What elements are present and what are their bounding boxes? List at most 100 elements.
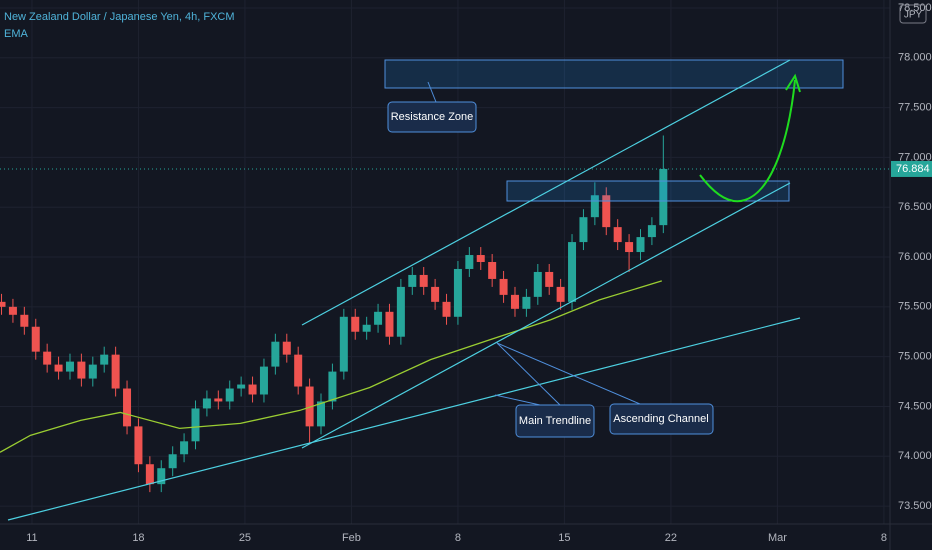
candle-body [533, 271, 542, 297]
candle-body [145, 464, 154, 485]
candle-body [111, 354, 120, 389]
candle-body [134, 426, 143, 465]
candle-body [385, 311, 394, 337]
candle-body [396, 286, 405, 337]
candle-body [556, 286, 565, 302]
x-tick-label: Feb [342, 532, 361, 544]
candle-body [8, 306, 17, 315]
candle-body [476, 255, 485, 262]
candle-body [339, 316, 348, 372]
resistance-zone-box [384, 59, 844, 89]
channel-upper [301, 59, 791, 326]
callout-line [496, 342, 561, 406]
callout-line [496, 342, 641, 405]
candle-body [590, 195, 599, 218]
candle-body [43, 351, 52, 365]
candle-body [237, 384, 246, 389]
annotation: Ascending Channel [613, 413, 708, 425]
candle-body [31, 326, 40, 352]
candle-body [431, 286, 440, 302]
callout-line [427, 81, 437, 103]
y-tick-label: 76.500 [898, 201, 932, 213]
axes: 73.500 74.000 74.500 75.000 75.500 76.000 76.5… [26, 2, 932, 544]
candle-body [659, 168, 668, 226]
y-tick-label: 76.000 [898, 251, 932, 263]
callout-line [494, 394, 541, 406]
x-tick-label: 25 [239, 532, 251, 544]
x-tick-label: 15 [558, 532, 570, 544]
drawings: Resistance Zone Main Trendline Ascending… [7, 59, 844, 521]
grid [0, 0, 890, 524]
projection-arrow [699, 79, 796, 203]
candle-body [328, 371, 337, 402]
y-tick-label: 74.500 [898, 400, 932, 412]
x-tick-label: Mar [768, 532, 787, 544]
y-tick-label: 78.000 [898, 52, 932, 64]
candle-body [214, 398, 223, 402]
y-tick-label: 75.000 [898, 351, 932, 363]
candle-body [522, 296, 531, 309]
candle-body [374, 311, 383, 325]
candle-body [88, 364, 97, 379]
chart-title: New Zealand Dollar / Japanese Yen, 4h, F… [4, 11, 235, 23]
last-price-label: 76.884 [896, 163, 930, 175]
candle-body [0, 301, 6, 307]
candle-body [225, 388, 234, 402]
candle-body [568, 242, 577, 302]
candle-body [510, 294, 519, 309]
y-tick-label: 74.000 [898, 450, 932, 462]
candle-body [282, 341, 291, 355]
candle-body [579, 217, 588, 243]
candle-body [613, 227, 622, 243]
candle-body [625, 242, 634, 253]
candle-body [294, 354, 303, 387]
candle-body [77, 361, 86, 379]
candle-body [305, 386, 314, 427]
candle-body [442, 301, 451, 317]
candle-body [65, 361, 74, 372]
x-tick-label: 18 [132, 532, 144, 544]
indicator-legend: EMA [4, 28, 29, 40]
candle-body [408, 274, 417, 287]
annotation: Resistance Zone [391, 111, 474, 123]
candle-body [602, 195, 611, 228]
annotation-box [609, 403, 714, 435]
arrow-head [785, 73, 801, 93]
channel-lower [301, 182, 791, 449]
candle-body [191, 408, 200, 442]
candle-body [202, 398, 211, 409]
support-box [506, 180, 790, 202]
y-tick-label: 77.500 [898, 101, 932, 113]
candle-body [362, 324, 371, 332]
currency-label: JPY [904, 10, 923, 21]
annotation-box [387, 101, 477, 133]
x-tick-label: 22 [665, 532, 677, 544]
main-trendline [7, 317, 801, 521]
candle-body [488, 262, 497, 279]
x-tick-label: 8 [455, 532, 461, 544]
last-price-tag [891, 160, 932, 177]
candle-body [168, 454, 177, 469]
marks [0, 135, 890, 493]
candle-body [647, 225, 656, 238]
candle-body [499, 278, 508, 295]
candle-body [248, 384, 257, 395]
candle-body [419, 274, 428, 287]
y-tick-label: 75.500 [898, 301, 932, 313]
candle-body [157, 468, 166, 485]
candle-body [20, 314, 29, 327]
candle-body [259, 366, 268, 395]
candle-body [465, 255, 474, 269]
candle-body [317, 401, 326, 427]
candle-body [180, 441, 189, 455]
candle-body [123, 388, 132, 427]
x-tick-label: 8 [881, 532, 887, 544]
candle-body [453, 268, 462, 317]
candle-body [100, 354, 109, 365]
currency-badge [899, 4, 927, 24]
ema-line [0, 280, 662, 453]
y-tick-label: 73.500 [898, 500, 932, 512]
candle-body [351, 316, 360, 332]
